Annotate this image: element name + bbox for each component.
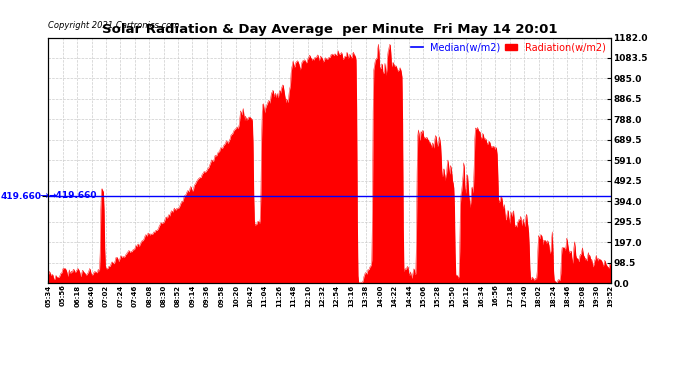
Text: →: → [39, 191, 48, 201]
Text: →419.660: →419.660 [48, 191, 97, 200]
Title: Solar Radiation & Day Average  per Minute  Fri May 14 20:01: Solar Radiation & Day Average per Minute… [101, 23, 558, 36]
Legend: Median(w/m2), Radiation(w/m2): Median(w/m2), Radiation(w/m2) [411, 42, 606, 52]
Text: Copyright 2021 Cartronics.com: Copyright 2021 Cartronics.com [48, 21, 179, 30]
